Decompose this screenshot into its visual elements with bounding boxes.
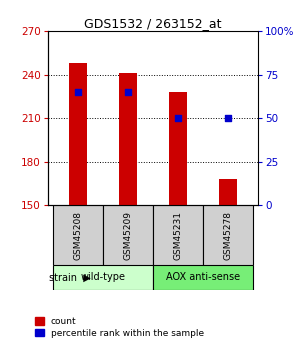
Bar — [103, 205, 153, 265]
Point — [76, 89, 80, 95]
Text: GSM45231: GSM45231 — [173, 210, 182, 259]
Bar — [69, 63, 87, 205]
Bar — [203, 205, 253, 265]
Bar — [153, 205, 203, 265]
Text: strain  ▶: strain ▶ — [49, 272, 91, 282]
Bar — [153, 265, 253, 290]
Point — [226, 115, 230, 121]
Bar — [169, 92, 187, 205]
Text: wild-type: wild-type — [80, 272, 125, 282]
Point — [126, 89, 130, 95]
Title: GDS1532 / 263152_at: GDS1532 / 263152_at — [84, 17, 222, 30]
Text: GSM45209: GSM45209 — [124, 210, 133, 259]
Legend: count, percentile rank within the sample: count, percentile rank within the sample — [34, 316, 205, 339]
Text: AOX anti-sense: AOX anti-sense — [166, 272, 240, 282]
Text: GSM45208: GSM45208 — [74, 210, 82, 259]
Bar — [53, 205, 103, 265]
Text: GSM45278: GSM45278 — [224, 210, 232, 259]
Bar — [53, 265, 153, 290]
Bar — [119, 73, 137, 205]
Bar — [219, 179, 237, 205]
Point — [176, 115, 180, 121]
